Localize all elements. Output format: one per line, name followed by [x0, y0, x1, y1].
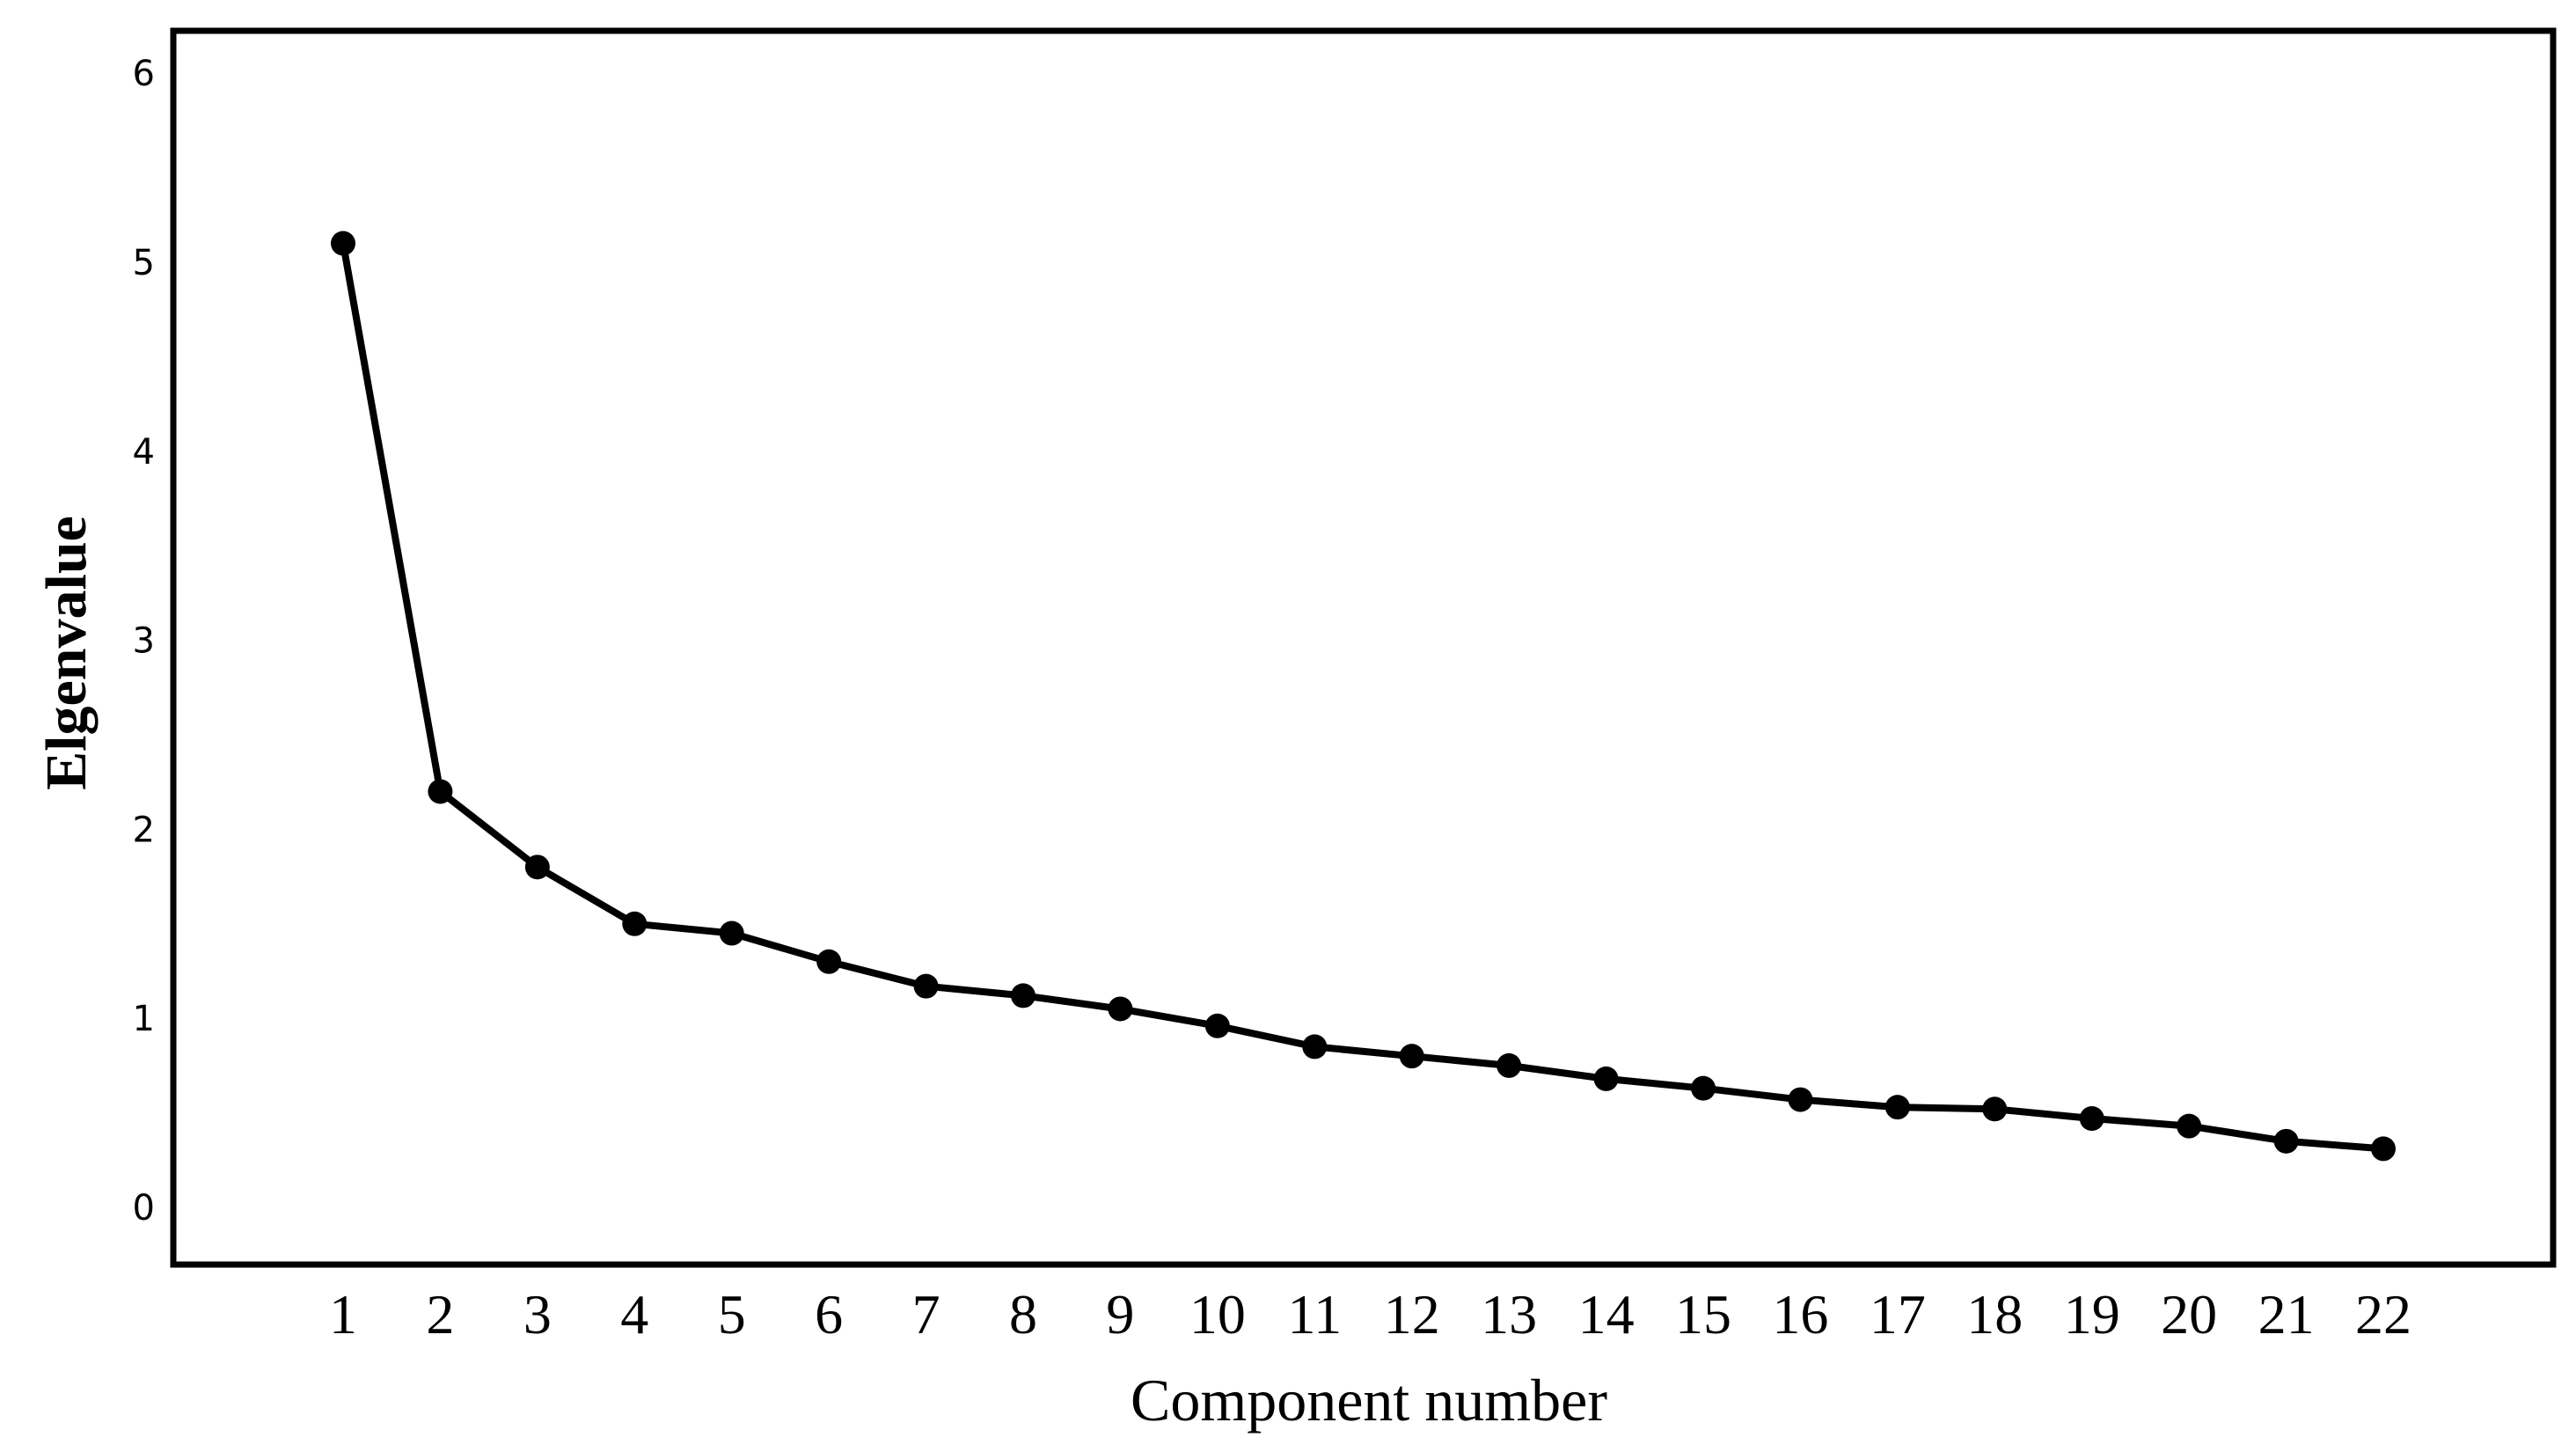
- data-point: [719, 920, 744, 946]
- x-tick-label: 17: [1870, 1283, 1926, 1346]
- x-tick-label: 7: [912, 1283, 940, 1346]
- x-tick-label: 19: [2064, 1283, 2120, 1346]
- series-line: [340, 242, 2384, 1153]
- x-tick-label: 5: [718, 1283, 746, 1346]
- data-point: [622, 911, 648, 936]
- data-point: [2273, 1128, 2299, 1154]
- x-tick-label: 3: [523, 1283, 552, 1346]
- x-tick-label: 12: [1384, 1283, 1440, 1346]
- data-point: [1302, 1034, 1328, 1060]
- data-point: [1011, 983, 1036, 1008]
- y-axis-label: Elgenvalue: [34, 516, 99, 790]
- x-tick-label: 2: [426, 1283, 454, 1346]
- data-point: [2177, 1113, 2202, 1139]
- x-tick-label: 14: [1578, 1283, 1635, 1346]
- data-point: [1788, 1087, 1813, 1112]
- x-axis-label: Component number: [1131, 1367, 1607, 1434]
- data-point: [1399, 1044, 1424, 1069]
- y-tick-label: 2: [133, 810, 155, 850]
- series-markers: [331, 231, 2396, 1162]
- x-tick-label: 16: [1772, 1283, 1828, 1346]
- x-tick-label: 1: [329, 1283, 357, 1346]
- y-tick-label: 0: [133, 1188, 155, 1228]
- data-point: [1108, 996, 1133, 1022]
- plot-frame: [170, 27, 2557, 1268]
- y-tick-label: 5: [133, 243, 155, 283]
- data-point: [331, 231, 355, 256]
- x-tick-label: 11: [1287, 1283, 1342, 1346]
- x-tick-label: 10: [1189, 1283, 1246, 1346]
- x-tick-label: 20: [2161, 1283, 2217, 1346]
- x-tick-label: 21: [2258, 1283, 2315, 1346]
- x-tick-label: 4: [620, 1283, 648, 1346]
- y-tick-label: 6: [133, 54, 155, 94]
- data-point: [1982, 1096, 2008, 1122]
- y-axis-ticks: 0 1 2 3 4 5 6: [133, 54, 155, 1228]
- x-tick-label: 13: [1481, 1283, 1537, 1346]
- data-point: [1497, 1052, 1522, 1078]
- data-point: [816, 949, 842, 974]
- x-tick-label: 15: [1675, 1283, 1731, 1346]
- x-tick-label: 9: [1106, 1283, 1134, 1346]
- data-point: [1884, 1095, 1910, 1120]
- data-point: [2079, 1106, 2104, 1132]
- x-tick-label: 22: [2355, 1283, 2411, 1346]
- y-tick-label: 4: [133, 432, 155, 473]
- data-point: [1691, 1075, 1716, 1101]
- x-tick-label: 18: [1966, 1283, 2023, 1346]
- data-point: [1204, 1013, 1230, 1038]
- y-tick-label: 1: [133, 999, 155, 1039]
- data-point: [524, 854, 550, 880]
- y-tick-label: 3: [133, 621, 155, 662]
- data-point: [2371, 1136, 2396, 1162]
- data-point: [428, 779, 453, 804]
- data-point: [913, 973, 939, 999]
- x-tick-label: 8: [1009, 1283, 1037, 1346]
- x-tick-label: 6: [815, 1283, 843, 1346]
- x-axis-ticks: 1 2 3 4 5 6 7 8 9 10 11 12 13 14 15 16 17 18 19 20 21 22: [329, 1283, 2411, 1346]
- data-point: [1593, 1066, 1619, 1091]
